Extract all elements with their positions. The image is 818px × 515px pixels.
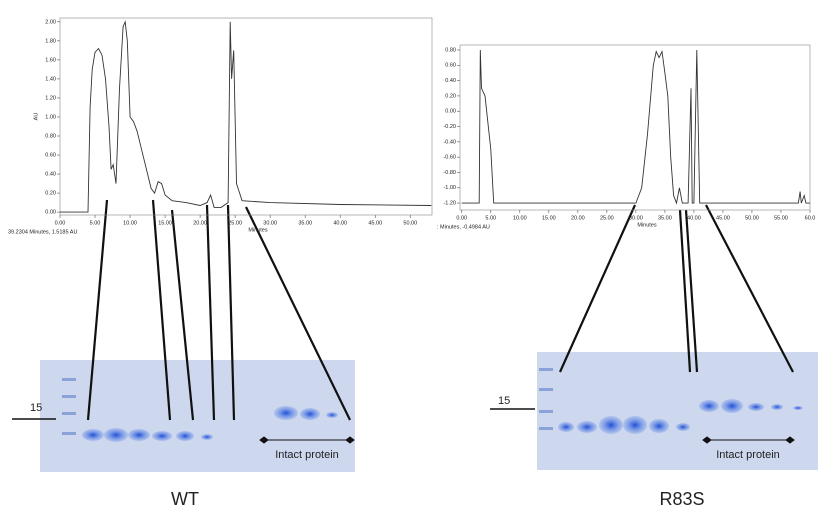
x-tick-label: 50.00 (745, 215, 759, 221)
x-tick-label: 0.00 (55, 220, 66, 226)
x-tick-label: 55.00 (774, 215, 788, 221)
trace (461, 49, 810, 205)
x-tick-label: 20.00 (571, 215, 585, 221)
x-tick-label: 5.00 (90, 220, 101, 226)
y-tick-label: -1.20 (443, 201, 456, 207)
x-tick-label: 15.00 (542, 215, 556, 221)
y-tick-label: 0.40 (445, 78, 456, 84)
x-axis-label: Minutes (248, 227, 268, 233)
y-tick-label: 0.80 (445, 47, 456, 53)
y-tick-label: 0.40 (45, 172, 56, 178)
x-tick-label: 5.00 (485, 215, 496, 221)
trace (60, 20, 432, 213)
status-text: : Minutes, -0.4984 AU (437, 224, 490, 230)
marker-label: 15 (498, 395, 510, 407)
y-tick-label: 0.20 (445, 93, 456, 99)
gel-bands (62, 368, 803, 442)
x-tick-label: 35.00 (298, 220, 312, 226)
marker-label: 15 (30, 402, 42, 414)
x-tick-label: 40.00 (333, 220, 347, 226)
plot-frame (459, 44, 811, 211)
y-tick-label: 2.00 (45, 19, 56, 25)
status-text: 39.2304 Minutes, 1.5185 AU (8, 229, 77, 235)
panel-label: WT (171, 489, 199, 509)
x-tick-label: 30.00 (263, 220, 277, 226)
y-tick-label: 1.40 (45, 76, 56, 82)
y-tick-label: 0.60 (45, 152, 56, 158)
x-tick-label: 25.00 (600, 215, 614, 221)
x-axis-label: Minutes (637, 222, 657, 228)
y-tick-label: -0.80 (443, 170, 456, 176)
gel (537, 352, 818, 470)
y-tick-label: 0.20 (45, 191, 56, 197)
x-tick-label: 25.00 (228, 220, 242, 226)
y-tick-label: 1.60 (45, 57, 56, 63)
y-tick-label: 1.80 (45, 38, 56, 44)
y-tick-label: 1.00 (45, 114, 56, 120)
x-tick-label: 35.00 (658, 215, 672, 221)
y-tick-label: -0.60 (443, 155, 456, 161)
y-tick-label: 0.00 (445, 109, 456, 115)
bracket-label: Intact protein (275, 449, 339, 461)
y-axis-label: AU (33, 113, 39, 121)
x-tick-label: 45.00 (368, 220, 382, 226)
x-tick-label: 45.00 (716, 215, 730, 221)
x-tick-label: 20.00 (193, 220, 207, 226)
y-tick-label: 0.00 (45, 210, 56, 216)
brackets (259, 436, 795, 444)
plot-frame (59, 17, 433, 216)
x-tick-label: 50.00 (403, 220, 417, 226)
x-tick-label: 10.00 (513, 215, 527, 221)
x-tick-label: 10.00 (123, 220, 137, 226)
bracket-label: Intact protein (716, 449, 780, 461)
y-tick-label: 0.60 (445, 63, 456, 69)
connector-lines (86, 199, 794, 421)
x-tick-label: 0.00 (456, 215, 467, 221)
y-tick-label: 1.20 (45, 95, 56, 101)
x-tick-label: 60.0 (805, 215, 816, 221)
y-tick-label: -0.20 (443, 124, 456, 130)
panel-label: R83S (659, 489, 704, 509)
x-tick-label: 40.00 (687, 215, 701, 221)
x-tick-label: 30.00 (629, 215, 643, 221)
y-tick-label: -0.40 (443, 139, 456, 145)
y-tick-label: -1.00 (443, 185, 456, 191)
y-tick-label: 0.80 (45, 133, 56, 139)
x-tick-label: 15.00 (158, 220, 172, 226)
